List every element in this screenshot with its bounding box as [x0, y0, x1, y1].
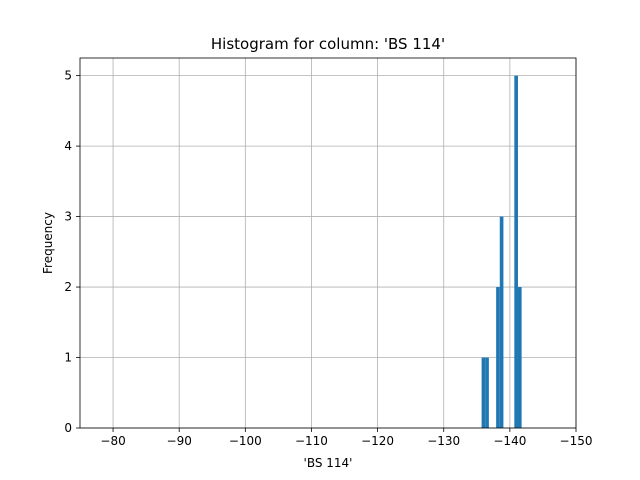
x-tick-label: −120 — [361, 434, 394, 448]
y-tick-label: 2 — [64, 280, 72, 294]
y-tick-label: 4 — [64, 139, 72, 153]
x-tick-label: −90 — [167, 434, 192, 448]
plot-frame — [79, 57, 577, 429]
y-tick-label: 1 — [64, 351, 72, 365]
axis-ticks: −80 −90 −100 −110 −120 −130 −140 −150 0 1 2 3 4 5 — [64, 69, 592, 448]
x-tick-label: −80 — [100, 434, 125, 448]
x-tick-label: −150 — [560, 434, 593, 448]
x-tick-label: −100 — [229, 434, 262, 448]
x-tick-label: −110 — [295, 434, 328, 448]
histogram-bar — [514, 75, 518, 428]
histogram-bars — [481, 75, 522, 428]
x-tick-label: −130 — [427, 434, 460, 448]
histogram-bar — [481, 357, 486, 428]
y-tick-label: 5 — [64, 69, 72, 83]
y-axis-label: Frequency — [41, 212, 55, 274]
y-tick-label: 3 — [64, 210, 72, 224]
histogram-bar — [517, 287, 522, 428]
x-axis-label: 'BS 114' — [304, 456, 353, 470]
histogram-bar — [485, 357, 489, 428]
chart-title: Histogram for column: 'BS 114' — [211, 35, 445, 53]
histogram-bar — [496, 287, 500, 428]
histogram-bar — [499, 216, 504, 428]
grid-lines — [80, 58, 577, 429]
y-tick-label: 0 — [64, 421, 72, 435]
x-tick-label: −140 — [493, 434, 526, 448]
